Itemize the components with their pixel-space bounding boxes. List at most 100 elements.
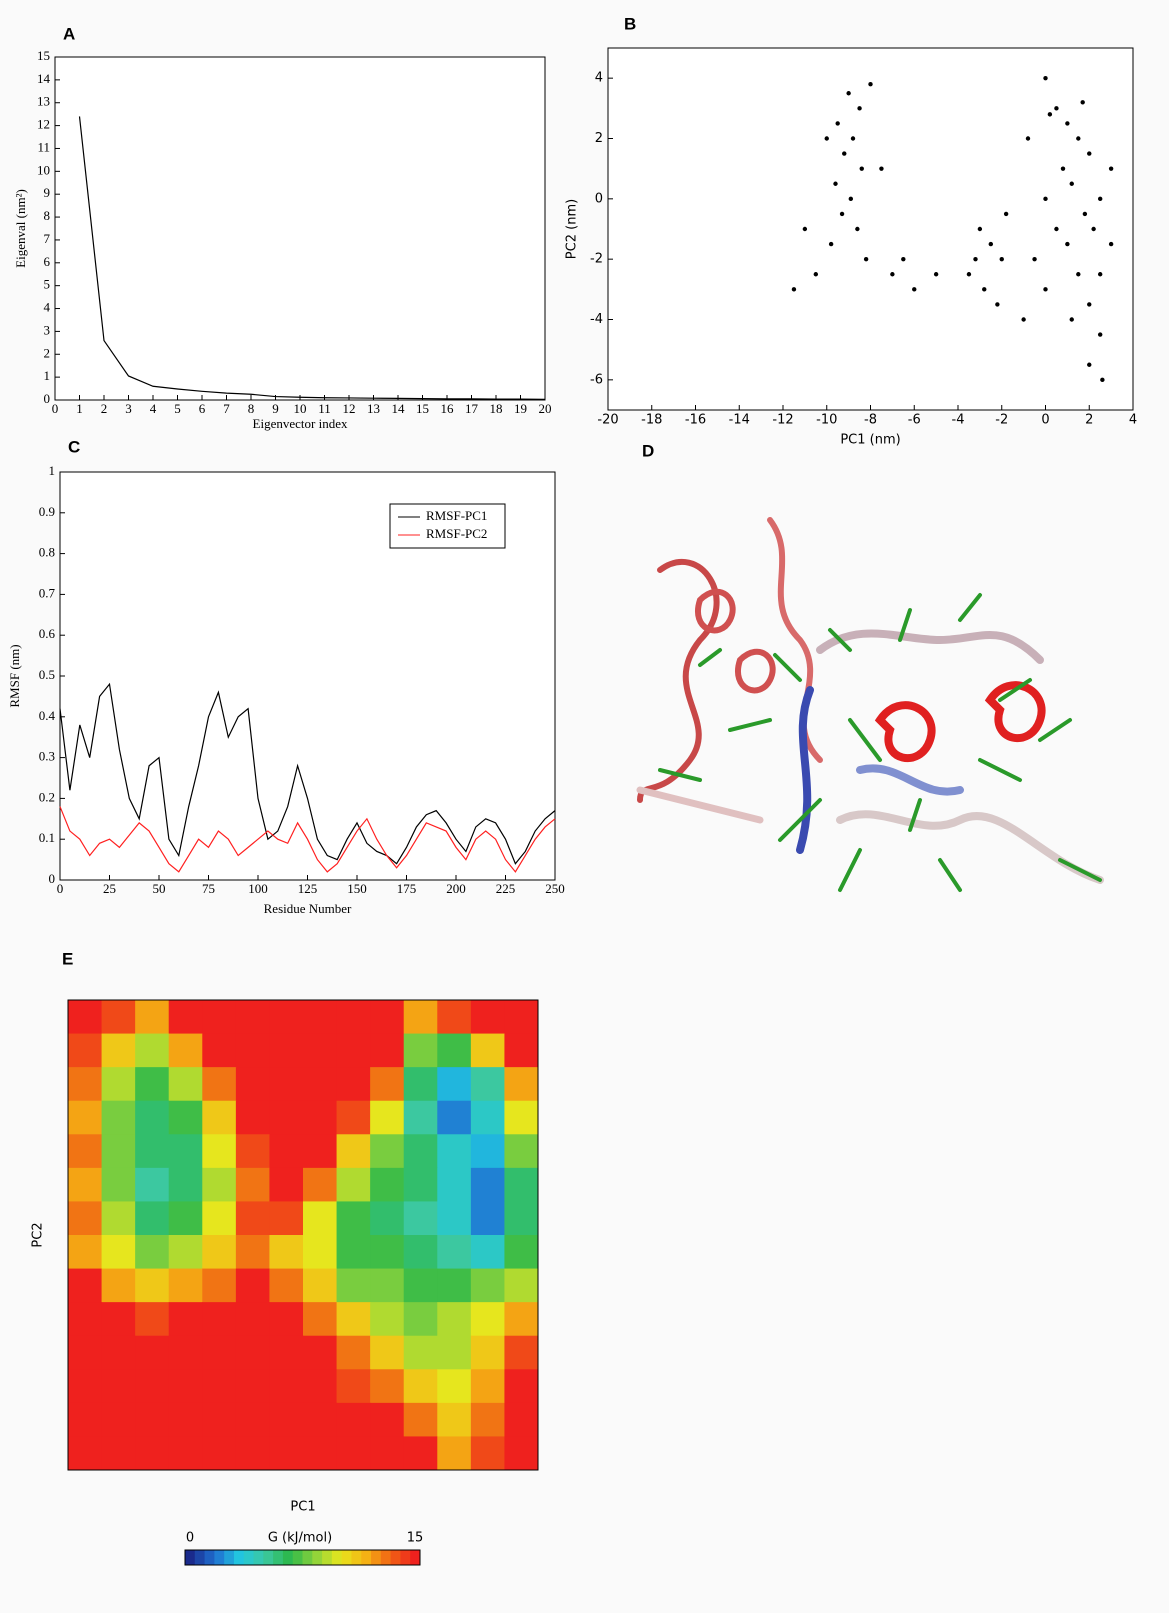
heat-cell (68, 1336, 102, 1370)
heat-cell (337, 1067, 371, 1101)
x-tick-label: 2 (101, 401, 108, 416)
heat-cell (404, 1369, 438, 1403)
y-tick-label: 6 (44, 254, 51, 269)
heat-cell (337, 1436, 371, 1470)
heat-cell (135, 1302, 169, 1336)
heat-cell (303, 1201, 337, 1235)
heat-cell (68, 1302, 102, 1336)
heat-cell (202, 1034, 236, 1068)
colorbar-segment (263, 1550, 273, 1565)
heat-cell (102, 1134, 136, 1168)
heat-cell (471, 1067, 505, 1101)
x-tick-label: 11 (318, 401, 331, 416)
x-tick-label: 12 (343, 401, 356, 416)
heat-cell (102, 1067, 136, 1101)
x-tick-label: 50 (153, 881, 166, 896)
y-tick-label: 1 (44, 368, 51, 383)
point (855, 227, 859, 231)
heat-cell (236, 1168, 270, 1202)
x-axis-label: PC1 (nm) (840, 433, 900, 448)
colorbar-segment (312, 1550, 322, 1565)
heat-cell (202, 1269, 236, 1303)
panel-letter: B (624, 14, 636, 33)
x-tick-label: -10 (816, 413, 837, 428)
heat-cell (337, 1000, 371, 1034)
y-tick-label: 9 (44, 185, 51, 200)
heat-cell (202, 1067, 236, 1101)
x-tick-label: 225 (496, 881, 516, 896)
colorbar-segment (254, 1550, 264, 1565)
x-axis-label: Eigenvector index (253, 416, 348, 431)
point (1087, 363, 1091, 367)
point (1065, 242, 1069, 246)
heat-cell (504, 1034, 538, 1068)
heat-cell (337, 1034, 371, 1068)
heat-cell (236, 1336, 270, 1370)
y-tick-label: -4 (590, 312, 603, 327)
heat-cell (169, 1235, 203, 1269)
y-tick-label: 10 (37, 162, 50, 177)
heat-cell (370, 1101, 404, 1135)
heat-cell (269, 1302, 303, 1336)
y-tick-label: -6 (590, 372, 603, 387)
heat-cell (236, 1269, 270, 1303)
y-tick-label: 0.9 (39, 504, 55, 519)
heat-cell (303, 1101, 337, 1135)
x-tick-label: 10 (294, 401, 307, 416)
heat-cell (303, 1134, 337, 1168)
heat-cell (169, 1134, 203, 1168)
heat-cell (370, 1403, 404, 1437)
point (1061, 166, 1065, 170)
y-tick-label: 0.7 (39, 585, 56, 600)
colorbar-segment (400, 1550, 410, 1565)
point (1083, 212, 1087, 216)
point (934, 272, 938, 276)
heat-cell (169, 1201, 203, 1235)
y-tick-label: 15 (37, 48, 50, 63)
y-axis-label: Eigenval (nm²) (13, 189, 28, 268)
colorbar-segment (283, 1550, 293, 1565)
point (1076, 272, 1080, 276)
heat-cell (169, 1067, 203, 1101)
heat-cell (437, 1034, 471, 1068)
point (833, 182, 837, 186)
heat-cell (471, 1034, 505, 1068)
y-tick-label: 0 (49, 871, 56, 886)
point (1054, 106, 1058, 110)
heat-cell (135, 1034, 169, 1068)
colorbar-segment (303, 1550, 313, 1565)
point (829, 242, 833, 246)
heat-cell (404, 1436, 438, 1470)
x-tick-label: -20 (597, 413, 618, 428)
heat-cell (303, 1302, 337, 1336)
x-tick-label: 5 (174, 401, 181, 416)
x-tick-label: 17 (465, 401, 479, 416)
heat-cell (169, 1336, 203, 1370)
heat-cell (471, 1201, 505, 1235)
colorbar-min: 0 (186, 1531, 194, 1546)
x-tick-label: 4 (150, 401, 157, 416)
heat-cell (303, 1269, 337, 1303)
point (1032, 257, 1036, 261)
heat-cell (169, 1302, 203, 1336)
heat-cell (135, 1134, 169, 1168)
colorbar-segment (322, 1550, 332, 1565)
x-tick-label: 19 (514, 401, 527, 416)
heat-cell (404, 1067, 438, 1101)
colorbar-segment (185, 1550, 195, 1565)
heat-cell (404, 1101, 438, 1135)
heat-cell (135, 1336, 169, 1370)
heat-cell (437, 1403, 471, 1437)
heat-cell (68, 1436, 102, 1470)
x-tick-label: -8 (864, 413, 877, 428)
point (967, 272, 971, 276)
heat-cell (437, 1134, 471, 1168)
heat-cell (471, 1369, 505, 1403)
point (982, 287, 986, 291)
heat-cell (370, 1235, 404, 1269)
heat-cell (337, 1134, 371, 1168)
x-tick-label: -4 (952, 413, 965, 428)
heat-cell (102, 1034, 136, 1068)
heat-cell (236, 1101, 270, 1135)
panel-letter: E (62, 949, 73, 968)
